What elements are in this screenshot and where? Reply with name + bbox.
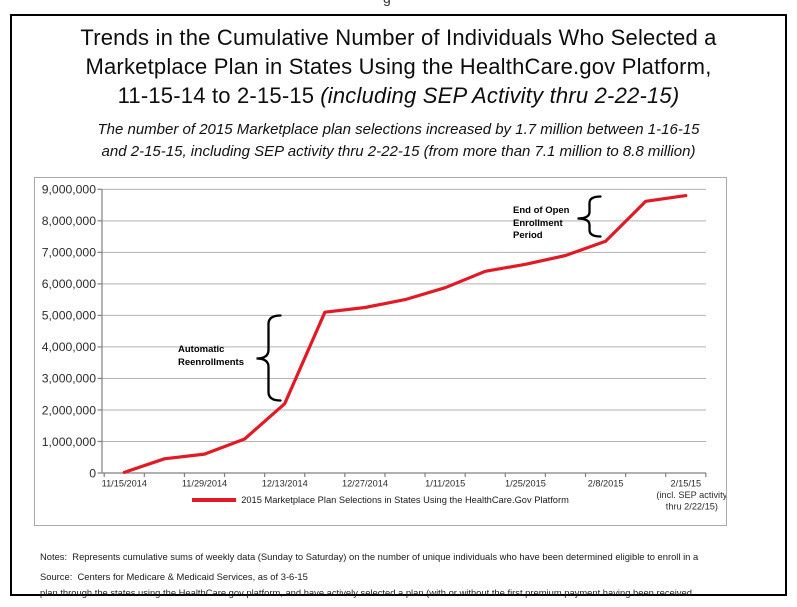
- x-tick-label: 12/27/2014: [342, 479, 388, 489]
- y-tick-label: 6,000,000: [42, 277, 96, 291]
- figure-source: Source: Centers for Medicare & Medicaid …: [40, 571, 308, 582]
- chart-title: Trends in the Cumulative Number of Indiv…: [12, 23, 785, 110]
- legend-line-swatch: [192, 498, 237, 502]
- chart-legend: 2015 Marketplace Plan Selections in Stat…: [35, 495, 726, 505]
- chart-subtitle-line2: and 2-15-15, including SEP activity thru…: [101, 143, 696, 160]
- chart-title-line2: Marketplace Plan in States Using the Hea…: [85, 54, 712, 79]
- cropped-header-text-artifact: g: [383, 0, 391, 6]
- annotation-auto-line2: Reenrollments: [178, 356, 244, 368]
- enrollment-line-series: [122, 194, 688, 474]
- chart-subtitle: The number of 2015 Marketplace plan sele…: [12, 119, 785, 163]
- chart-title-line3-dates: 11-15-14 to 2-15-15: [117, 83, 315, 108]
- x-tick-label: 1/25/2015: [505, 479, 546, 489]
- notes-line2: plan through the states using the Health…: [40, 586, 692, 598]
- x-tick-label: thru 2/22/15): [666, 502, 718, 512]
- y-tick-label: 3,000,000: [42, 372, 96, 386]
- annotation-auto-line1: Automatic: [178, 344, 225, 355]
- figure-frame: Trends in the Cumulative Number of Indiv…: [10, 14, 787, 598]
- chart-title-line3: 11-15-14 to 2-15-15 (including SEP Activi…: [12, 81, 785, 110]
- y-tick-label: 0: [89, 466, 96, 480]
- x-tick-label: 12/13/2014: [262, 479, 308, 489]
- x-tick-label: 2/8/2015: [588, 479, 624, 489]
- y-tick-label: 7,000,000: [42, 246, 96, 260]
- y-tick-label: 9,000,000: [42, 183, 96, 197]
- chart-title-line1: Trends in the Cumulative Number of Indiv…: [80, 25, 717, 50]
- automatic-reenrollments-brace: [256, 314, 282, 402]
- chart-panel: 0 1,000,000 2,000,000 3,000,000 4,000,000 5,0…: [34, 177, 727, 526]
- y-tick-label: 8,000,000: [42, 214, 96, 228]
- end-of-open-enrollment-brace: [577, 195, 602, 238]
- x-tick-label: (incl. SEP activity: [656, 490, 726, 500]
- y-tick-label: 5,000,000: [42, 309, 96, 323]
- y-tick-label: 1,000,000: [42, 435, 96, 449]
- annotation-end-of-open-enrollment: End of Open Enrollment Period: [513, 205, 603, 243]
- annotation-eoe-line1: End of Open: [513, 205, 570, 216]
- y-tick-label: 4,000,000: [42, 340, 96, 354]
- x-tick-label: 11/29/2014: [182, 479, 227, 489]
- x-tick-label: 1/11/2015: [425, 479, 465, 489]
- x-tick-label: 2/15/15: [671, 479, 702, 489]
- annotation-automatic-reenrollments: Automatic Reenrollments: [178, 344, 273, 369]
- chart-title-line3-sep-note: (including SEP Activity thru 2-22-15): [320, 83, 680, 108]
- x-tick-label: 11/15/2014: [102, 479, 147, 489]
- y-tick-label: 2,000,000: [42, 403, 96, 417]
- legend-series-label: 2015 Marketplace Plan Selections in Stat…: [241, 495, 569, 505]
- chart-subtitle-line1: The number of 2015 Marketplace plan sele…: [97, 121, 700, 138]
- annotation-eoe-line2: Enrollment: [513, 217, 563, 229]
- line-chart: 0 1,000,000 2,000,000 3,000,000 4,000,000 5,0…: [42, 183, 726, 512]
- figure-notes: Notes: Represents cumulative sums of wee…: [40, 528, 698, 607]
- annotation-eoe-line3: Period: [513, 230, 543, 242]
- notes-line1: Notes: Represents cumulative sums of wee…: [40, 551, 699, 563]
